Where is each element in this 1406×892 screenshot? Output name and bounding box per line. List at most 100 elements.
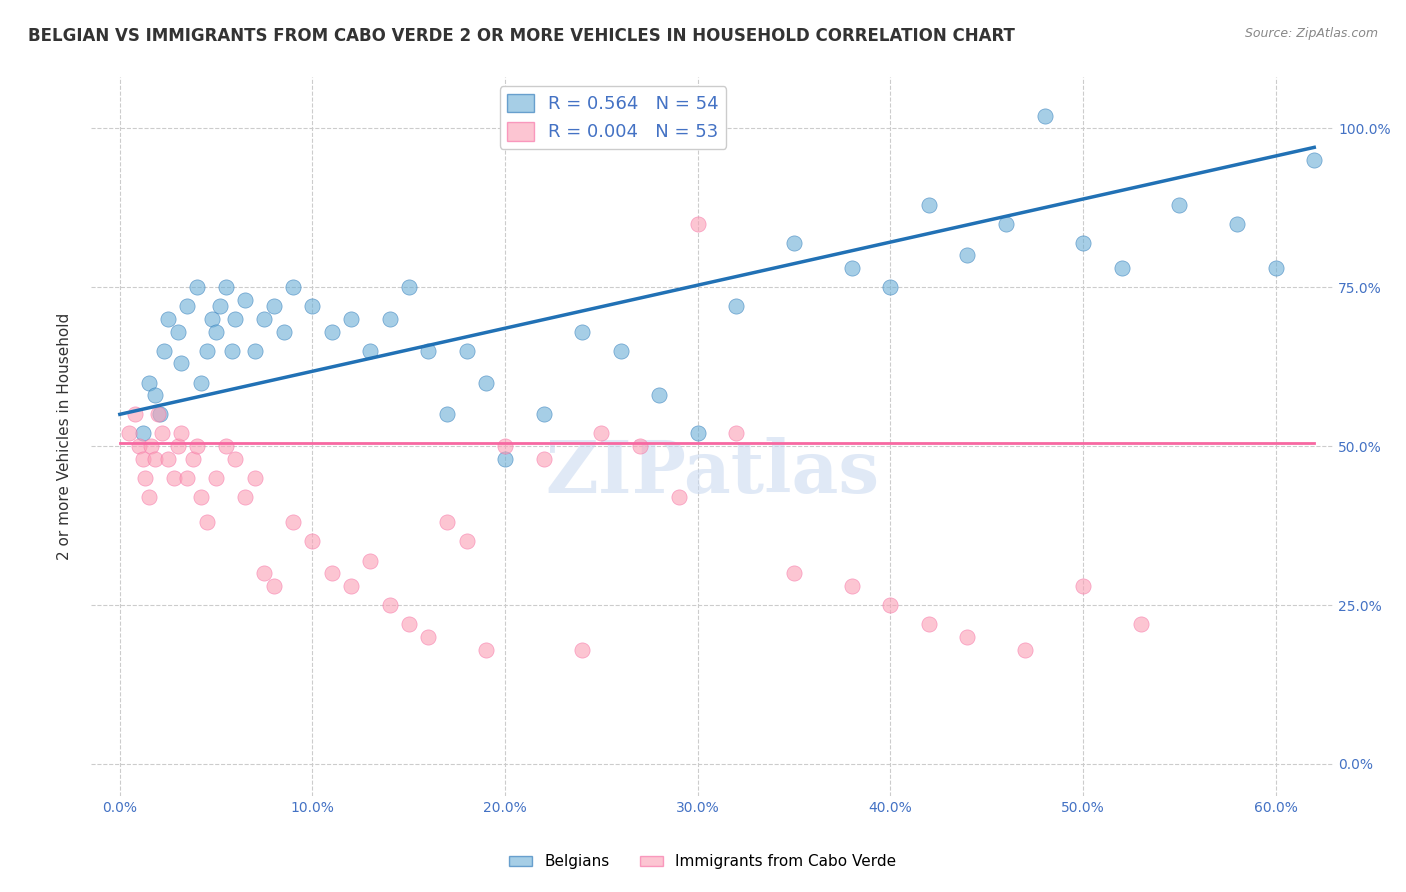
Point	[918, 197, 941, 211]
Point	[156, 451, 179, 466]
Point	[1168, 197, 1191, 211]
Point	[243, 343, 266, 358]
Point	[215, 439, 238, 453]
Point	[128, 439, 150, 453]
Point	[378, 312, 401, 326]
Point	[398, 280, 420, 294]
Point	[609, 343, 631, 358]
Point	[170, 426, 193, 441]
Point	[648, 388, 671, 402]
Point	[118, 426, 141, 441]
Point	[571, 642, 593, 657]
Point	[1264, 261, 1286, 276]
Point	[1014, 642, 1036, 657]
Point	[132, 451, 155, 466]
Point	[378, 598, 401, 612]
Point	[841, 579, 863, 593]
Point	[321, 566, 343, 581]
Point	[1226, 217, 1249, 231]
Point	[879, 280, 901, 294]
Point	[253, 312, 276, 326]
Legend: Belgians, Immigrants from Cabo Verde: Belgians, Immigrants from Cabo Verde	[503, 848, 903, 875]
Point	[201, 312, 224, 326]
Point	[956, 630, 979, 644]
Point	[340, 312, 363, 326]
Point	[263, 579, 285, 593]
Point	[190, 376, 212, 390]
Point	[475, 376, 498, 390]
Point	[783, 566, 806, 581]
Point	[1071, 579, 1094, 593]
Y-axis label: 2 or more Vehicles in Household: 2 or more Vehicles in Household	[58, 313, 72, 560]
Point	[918, 617, 941, 632]
Text: Source: ZipAtlas.com: Source: ZipAtlas.com	[1244, 27, 1378, 40]
Point	[1071, 235, 1094, 250]
Point	[233, 490, 256, 504]
Point	[783, 235, 806, 250]
Point	[138, 490, 160, 504]
Point	[224, 451, 246, 466]
Point	[143, 451, 166, 466]
Point	[156, 312, 179, 326]
Point	[134, 471, 156, 485]
Point	[163, 471, 186, 485]
Point	[686, 217, 709, 231]
Legend: R = 0.564   N = 54, R = 0.004   N = 53: R = 0.564 N = 54, R = 0.004 N = 53	[499, 87, 725, 149]
Point	[149, 407, 172, 421]
Point	[273, 325, 295, 339]
Point	[215, 280, 238, 294]
Text: BELGIAN VS IMMIGRANTS FROM CABO VERDE 2 OR MORE VEHICLES IN HOUSEHOLD CORRELATIO: BELGIAN VS IMMIGRANTS FROM CABO VERDE 2 …	[28, 27, 1015, 45]
Point	[233, 293, 256, 307]
Point	[456, 343, 478, 358]
Point	[533, 407, 555, 421]
Point	[725, 299, 748, 313]
Point	[132, 426, 155, 441]
Point	[176, 471, 198, 485]
Point	[321, 325, 343, 339]
Point	[186, 280, 208, 294]
Point	[124, 407, 146, 421]
Point	[995, 217, 1018, 231]
Point	[301, 534, 323, 549]
Point	[150, 426, 173, 441]
Point	[475, 642, 498, 657]
Point	[533, 451, 555, 466]
Point	[283, 280, 305, 294]
Point	[186, 439, 208, 453]
Point	[416, 343, 439, 358]
Point	[436, 516, 458, 530]
Point	[139, 439, 162, 453]
Point	[398, 617, 420, 632]
Point	[221, 343, 243, 358]
Point	[591, 426, 613, 441]
Point	[170, 356, 193, 370]
Point	[1033, 109, 1056, 123]
Point	[153, 343, 176, 358]
Point	[205, 471, 228, 485]
Point	[190, 490, 212, 504]
Text: ZIPatlas: ZIPatlas	[546, 437, 879, 508]
Point	[205, 325, 228, 339]
Point	[628, 439, 651, 453]
Point	[359, 343, 381, 358]
Point	[416, 630, 439, 644]
Point	[359, 553, 381, 567]
Point	[208, 299, 231, 313]
Point	[879, 598, 901, 612]
Point	[725, 426, 748, 441]
Point	[243, 471, 266, 485]
Point	[148, 407, 170, 421]
Point	[456, 534, 478, 549]
Point	[181, 451, 204, 466]
Point	[956, 248, 979, 262]
Point	[1111, 261, 1133, 276]
Point	[301, 299, 323, 313]
Point	[1303, 153, 1326, 167]
Point	[143, 388, 166, 402]
Point	[494, 439, 516, 453]
Point	[571, 325, 593, 339]
Point	[166, 439, 188, 453]
Point	[195, 343, 218, 358]
Point	[138, 376, 160, 390]
Point	[263, 299, 285, 313]
